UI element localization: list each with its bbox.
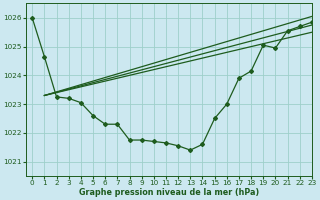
X-axis label: Graphe pression niveau de la mer (hPa): Graphe pression niveau de la mer (hPa) (79, 188, 259, 197)
